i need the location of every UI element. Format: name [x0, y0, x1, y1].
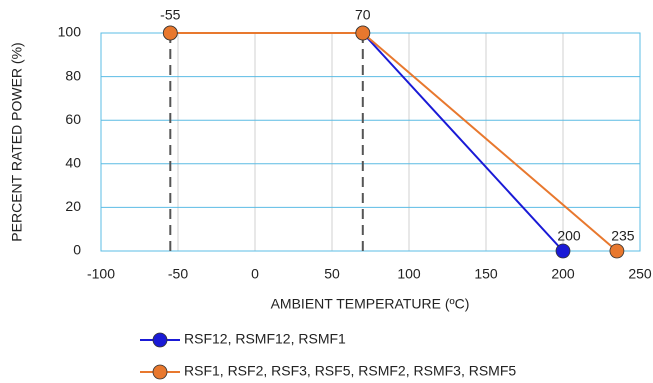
marker [355, 25, 371, 41]
x-axis-title: AMBIENT TEMPERATURE (ºC) [271, 296, 470, 312]
point-label: 235 [611, 228, 635, 244]
marker [609, 243, 625, 259]
x-tick-label: -100 [87, 266, 115, 282]
marker [555, 243, 571, 259]
x-tick-label: 200 [551, 266, 575, 282]
point-label: -55 [160, 7, 180, 23]
legend-marker [152, 332, 168, 348]
x-tick-label: -50 [168, 266, 188, 282]
y-tick-label: 100 [58, 24, 82, 40]
legend-marker [152, 364, 168, 380]
y-tick-label: 0 [73, 242, 81, 258]
legend-label: RSF1, RSF2, RSF3, RSF5, RSMF2, RSMF3, RS… [184, 363, 516, 379]
y-axis-title: PERCENT RATED POWER (%) [9, 42, 25, 241]
x-tick-label: 50 [324, 266, 340, 282]
plot-border [100, 32, 641, 252]
marker [162, 25, 178, 41]
x-tick-label: 150 [474, 266, 498, 282]
y-tick-label: 40 [65, 155, 81, 171]
x-tick-label: 0 [251, 266, 259, 282]
y-tick-label: 60 [65, 111, 81, 127]
legend-label: RSF12, RSMF12, RSMF1 [184, 331, 346, 347]
x-tick-label: 100 [397, 266, 421, 282]
y-tick-label: 20 [65, 198, 81, 214]
point-label: 70 [355, 7, 371, 23]
series-line [170, 32, 564, 252]
x-tick-label: 250 [628, 266, 652, 282]
y-tick-label: 80 [65, 67, 81, 83]
point-label: 200 [557, 228, 581, 244]
